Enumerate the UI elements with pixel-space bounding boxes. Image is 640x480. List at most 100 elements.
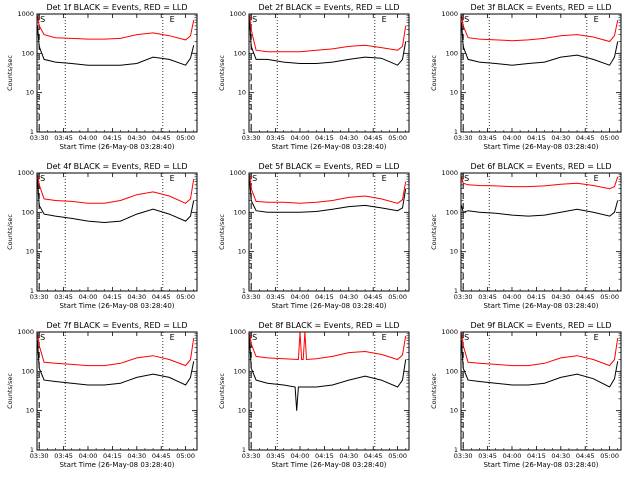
end-marker-label: E <box>382 174 387 183</box>
plot-frame <box>36 13 198 133</box>
y-axis-label: Counts/sec <box>218 55 226 91</box>
end-marker-label: E <box>170 15 175 24</box>
y-axis-label: Counts/sec <box>218 373 226 409</box>
y-axis-label: Counts/sec <box>6 373 14 409</box>
y-tick-label: 100 <box>22 367 34 375</box>
x-tick-label: 03:30 <box>30 293 49 301</box>
y-tick-label: 1 <box>454 287 458 295</box>
panel-det-2: Det 2f BLACK = Events, RED = LLD Counts/s… <box>218 3 410 151</box>
x-axis-label: Start Time (26-May-08 03:28:40) <box>483 143 598 151</box>
x-tick-label: 05:00 <box>388 134 407 142</box>
x-tick-label: 05:00 <box>600 293 619 301</box>
y-tick-label: 1000 <box>17 169 34 177</box>
series-line-lld <box>461 15 619 43</box>
plot-frame <box>460 331 622 451</box>
x-axis-label: Start Time (26-May-08 03:28:40) <box>271 302 386 310</box>
end-marker-label: E <box>170 174 175 183</box>
x-tick-label: 04:30 <box>127 134 146 142</box>
y-tick-label: 100 <box>22 208 34 216</box>
start-marker-label: S <box>464 174 469 183</box>
x-tick-label: 04:15 <box>527 293 546 301</box>
x-tick-label: 04:00 <box>503 134 522 142</box>
series-line-lld <box>37 15 195 41</box>
x-tick-label: 03:45 <box>54 293 73 301</box>
x-tick-label: 04:45 <box>364 452 383 460</box>
end-marker-label: E <box>594 333 599 342</box>
x-tick-label: 04:30 <box>339 293 358 301</box>
y-tick-label: 1000 <box>441 10 458 18</box>
x-tick-label: 05:00 <box>600 452 619 460</box>
x-tick-label: 03:30 <box>242 452 261 460</box>
x-tick-label: 04:15 <box>527 134 546 142</box>
x-axis-label: Start Time (26-May-08 03:28:40) <box>271 461 386 469</box>
start-marker-label: S <box>464 15 469 24</box>
x-axis-label: Start Time (26-May-08 03:28:40) <box>483 302 598 310</box>
x-tick-label: 04:00 <box>291 293 310 301</box>
panel-det-3: Det 3f BLACK = Events, RED = LLD Counts/s… <box>430 3 622 151</box>
y-tick-label: 1000 <box>229 169 246 177</box>
y-axis-label: Counts/sec <box>430 373 438 409</box>
plot-frame <box>460 172 622 292</box>
x-tick-label: 03:30 <box>242 293 261 301</box>
x-tick-label: 03:30 <box>454 452 473 460</box>
y-axis-label: Counts/sec <box>430 55 438 91</box>
start-marker-label: S <box>40 174 45 183</box>
x-tick-label: 03:30 <box>30 134 49 142</box>
y-tick-label: 1000 <box>441 169 458 177</box>
x-tick-label: 03:45 <box>266 452 285 460</box>
x-tick-label: 04:15 <box>527 452 546 460</box>
end-marker-label: E <box>170 333 175 342</box>
y-tick-label: 1 <box>30 446 34 454</box>
x-tick-label: 04:00 <box>291 134 310 142</box>
x-tick-label: 04:15 <box>315 134 334 142</box>
y-tick-label: 1000 <box>17 10 34 18</box>
y-tick-label: 1 <box>30 128 34 136</box>
y-axis-label: Counts/sec <box>6 214 14 250</box>
y-tick-label: 10 <box>26 248 34 256</box>
x-axis-label: Start Time (26-May-08 03:28:40) <box>59 143 174 151</box>
x-tick-label: 04:30 <box>551 293 570 301</box>
panel-det-5: Det 5f BLACK = Events, RED = LLD Counts/s… <box>218 162 410 310</box>
start-marker-label: S <box>40 15 45 24</box>
x-tick-label: 04:45 <box>364 293 383 301</box>
y-tick-label: 100 <box>234 208 246 216</box>
x-tick-label: 05:00 <box>176 293 195 301</box>
x-tick-label: 04:15 <box>103 293 122 301</box>
panel-det-4: Det 4f BLACK = Events, RED = LLD Counts/s… <box>6 162 198 310</box>
panel-title: Det 7f BLACK = Events, RED = LLD <box>46 321 187 330</box>
x-tick-label: 03:30 <box>454 134 473 142</box>
series-line-lld <box>37 174 195 204</box>
panel-det-9: Det 9f BLACK = Events, RED = LLD Counts/s… <box>430 321 622 469</box>
x-tick-label: 03:45 <box>478 134 497 142</box>
plot-frame <box>248 172 410 292</box>
y-tick-label: 100 <box>234 49 246 57</box>
x-tick-label: 04:45 <box>152 293 171 301</box>
x-tick-label: 04:15 <box>103 452 122 460</box>
y-tick-label: 1000 <box>441 328 458 336</box>
x-axis-label: Start Time (26-May-08 03:28:40) <box>59 302 174 310</box>
x-tick-label: 04:45 <box>576 293 595 301</box>
y-tick-label: 10 <box>26 89 34 97</box>
y-tick-label: 10 <box>450 89 458 97</box>
panel-title: Det 4f BLACK = Events, RED = LLD <box>46 162 187 171</box>
panel-det-6: Det 6f BLACK = Events, RED = LLD Counts/s… <box>430 162 622 310</box>
x-tick-label: 03:45 <box>266 293 285 301</box>
x-axis-label: Start Time (26-May-08 03:28:40) <box>59 461 174 469</box>
series-line-lld <box>249 174 407 204</box>
panel-title: Det 3f BLACK = Events, RED = LLD <box>470 3 611 12</box>
x-tick-label: 04:45 <box>576 134 595 142</box>
plot-frame <box>36 172 198 292</box>
y-tick-label: 1 <box>242 128 246 136</box>
x-tick-label: 04:00 <box>503 452 522 460</box>
start-marker-label: S <box>464 333 469 342</box>
x-tick-label: 03:45 <box>54 452 73 460</box>
x-tick-label: 04:30 <box>551 134 570 142</box>
x-tick-label: 04:45 <box>152 452 171 460</box>
x-tick-label: 05:00 <box>176 452 195 460</box>
panel-title: Det 2f BLACK = Events, RED = LLD <box>258 3 399 12</box>
y-tick-label: 1 <box>454 446 458 454</box>
x-tick-label: 03:30 <box>242 134 261 142</box>
x-tick-label: 04:15 <box>103 134 122 142</box>
panel-title: Det 6f BLACK = Events, RED = LLD <box>470 162 611 171</box>
